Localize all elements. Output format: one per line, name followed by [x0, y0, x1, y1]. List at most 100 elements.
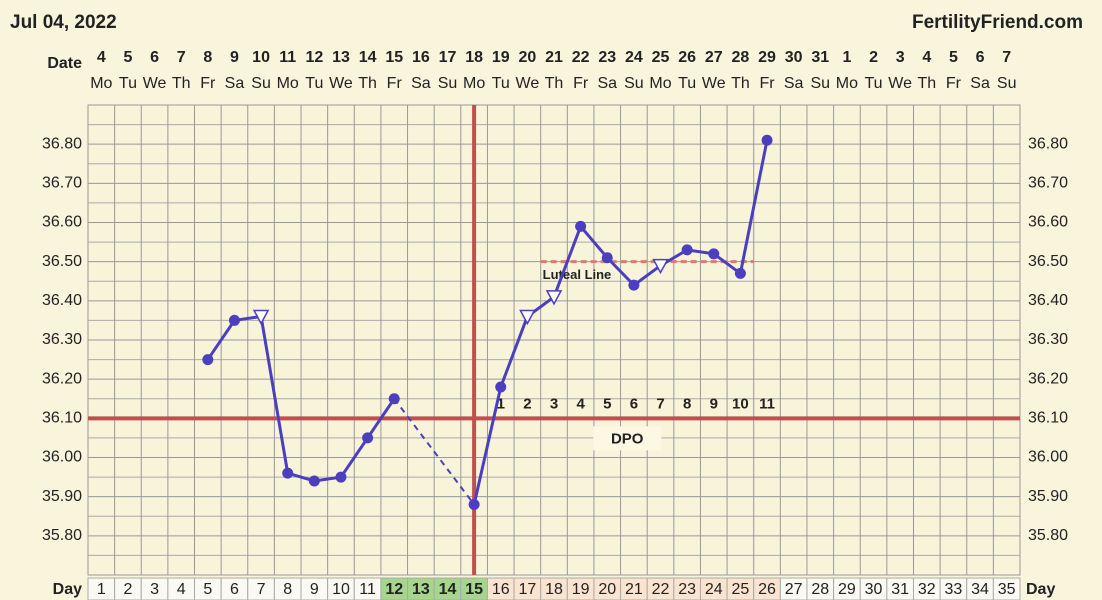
weekday: Fr: [573, 75, 589, 92]
temp-marker-open: [252, 309, 270, 326]
day-number: 20: [598, 581, 616, 598]
date-number: 17: [439, 49, 457, 66]
date-number: 13: [332, 49, 350, 66]
weekday: Sa: [970, 75, 990, 92]
weekday: Su: [624, 75, 644, 92]
temp-line: [472, 139, 769, 505]
temp-marker-open: [545, 290, 563, 306]
y-tick-label-right: 36.80: [1028, 135, 1068, 152]
date-label: Date: [47, 55, 82, 72]
day-number: 34: [971, 581, 989, 598]
day-number: 23: [678, 581, 696, 598]
weekday: Tu: [865, 75, 883, 92]
date-number: 2: [869, 49, 878, 66]
weekday: Fr: [946, 75, 962, 92]
dpo-number: 10: [732, 395, 749, 412]
date-number: 27: [705, 49, 723, 66]
weekday: Sa: [784, 75, 804, 92]
y-tick-label: 36.00: [42, 449, 82, 466]
y-tick-label: 35.80: [42, 527, 82, 544]
date-number: 5: [949, 49, 958, 66]
temp-marker: [335, 471, 347, 483]
day-number: 8: [283, 581, 292, 598]
date-number: 31: [811, 49, 829, 66]
day-number: 26: [758, 581, 776, 598]
weekday: Sa: [411, 75, 431, 92]
day-number: 1: [97, 581, 106, 598]
temp-marker: [628, 279, 640, 291]
weekday: We: [329, 75, 353, 92]
dpo-number: 5: [603, 395, 611, 412]
weekday: Mo: [649, 75, 671, 92]
y-tick-label-right: 36.40: [1028, 292, 1068, 309]
day-number: 9: [310, 581, 319, 598]
date-number: 4: [922, 49, 931, 66]
weekday: Fr: [387, 75, 403, 92]
date-number: 16: [412, 49, 430, 66]
weekday: Su: [251, 75, 271, 92]
temp-marker-open: [652, 258, 669, 275]
temp-marker: [282, 467, 294, 479]
weekday: Sa: [597, 75, 617, 92]
day-number: 2: [123, 581, 132, 598]
temp-marker: [601, 252, 613, 264]
y-tick-label-right: 36.10: [1028, 410, 1068, 427]
y-tick-label-right: 36.30: [1028, 331, 1068, 348]
weekday: We: [888, 75, 912, 92]
gap-line: [393, 398, 475, 506]
date-number: 6: [976, 49, 985, 66]
y-tick-label: 36.60: [42, 214, 82, 231]
day-number: 10: [332, 581, 350, 598]
date-number: 15: [385, 49, 403, 66]
weekday: Sa: [225, 75, 245, 92]
weekday: Fr: [759, 75, 775, 92]
weekday: We: [516, 75, 540, 92]
weekday: Tu: [305, 75, 323, 92]
weekday: Fr: [200, 75, 216, 92]
day-number: 7: [257, 581, 266, 598]
date-number: 24: [625, 49, 643, 66]
y-tick-label: 36.70: [42, 175, 82, 192]
weekday: Th: [172, 75, 191, 92]
date-number: 9: [230, 49, 239, 66]
weekday: Mo: [277, 75, 299, 92]
temp-marker: [228, 314, 240, 326]
y-tick-label: 36.30: [42, 331, 82, 348]
dpo-title: DPO: [611, 430, 644, 447]
day-number: 18: [545, 581, 563, 598]
date-number: 1: [842, 49, 851, 66]
day-number: 30: [865, 581, 883, 598]
date-number: 23: [598, 49, 616, 66]
y-tick-label: 36.20: [42, 370, 82, 387]
weekday: Su: [997, 75, 1017, 92]
day-number: 31: [891, 581, 909, 598]
site-name: FertilityFriend.com: [912, 12, 1083, 33]
day-number: 21: [625, 581, 643, 598]
weekday: Mo: [90, 75, 112, 92]
date-number: 5: [123, 49, 132, 66]
y-tick-label-right: 36.50: [1028, 253, 1068, 270]
temp-marker: [388, 393, 400, 405]
date-number: 4: [97, 49, 106, 66]
temp-marker: [362, 432, 374, 444]
dpo-number: 7: [656, 395, 664, 412]
day-number: 17: [518, 581, 536, 598]
temp-marker: [495, 381, 507, 393]
day-number: 6: [230, 581, 239, 598]
y-tick-label: 36.40: [42, 292, 82, 309]
date-number: 12: [305, 49, 323, 66]
dpo-number: 9: [710, 395, 718, 412]
y-tick-label-right: 35.80: [1028, 527, 1068, 544]
date-number: 8: [203, 49, 212, 66]
day-number: 13: [412, 581, 430, 598]
weekday: Su: [810, 75, 830, 92]
temp-marker: [202, 354, 214, 366]
day-number: 24: [705, 581, 723, 598]
y-tick-label-right: 36.20: [1028, 370, 1068, 387]
weekday: We: [143, 75, 167, 92]
weekday: Tu: [119, 75, 137, 92]
date-number: 20: [518, 49, 536, 66]
chart-date: Jul 04, 2022: [10, 12, 117, 33]
day-number: 27: [785, 581, 803, 598]
